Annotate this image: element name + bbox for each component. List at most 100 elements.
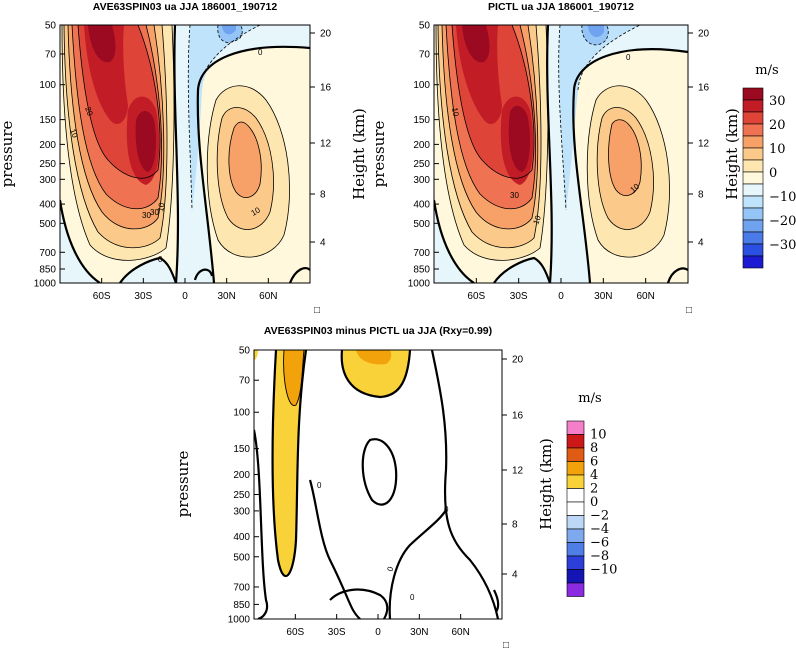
contour-label: 0 [258, 48, 263, 57]
x-tick-label: 60S [286, 627, 304, 638]
colorbar-swatch [742, 231, 764, 245]
height-tick-label: 16 [698, 83, 710, 94]
corner-mark: □ [503, 640, 509, 649]
y-tick-label: 1000 [228, 615, 251, 626]
y-tick-label: 70 [45, 49, 57, 60]
colorbar-swatch [742, 159, 764, 173]
colorbar-top-units: m/s [755, 63, 778, 78]
colorbar-swatch [566, 569, 585, 584]
height-tick-label: 4 [698, 238, 704, 249]
x-tick-label: 0 [558, 291, 564, 302]
colorbar-label: 6 [590, 455, 598, 470]
colorbar-swatch [566, 447, 585, 462]
colorbar-label: −6 [590, 536, 609, 551]
contour-label: 0 [385, 565, 395, 573]
colorbar-label: 10 [769, 142, 786, 157]
colorbar-label: −4 [590, 522, 609, 537]
height-tick-label: 8 [512, 520, 518, 531]
colorbar-label: −2 [590, 509, 609, 524]
panel-a-ylabel: pressure [0, 121, 16, 188]
x-tick-label: 30S [328, 627, 346, 638]
colorbar-label: 0 [769, 166, 777, 181]
colorbar-bottom-units: m/s [578, 391, 601, 406]
x-tick-label: 30N [410, 627, 428, 638]
y-tick-label: 150 [233, 444, 250, 455]
y-tick-label: 200 [413, 140, 430, 151]
colorbar-swatch [566, 474, 585, 489]
y-tick-label: 850 [39, 265, 56, 276]
x-tick-label: 0 [182, 291, 188, 302]
y-tick-label: 300 [413, 175, 430, 186]
x-tick-label: 60S [467, 291, 485, 302]
y-tick-label: 700 [39, 248, 56, 259]
y-tick-label: 400 [39, 200, 56, 211]
height-tick-label: 12 [320, 139, 332, 150]
contour-label: 10 [531, 214, 543, 226]
colorbar-label: 4 [590, 468, 598, 483]
colorbar-swatch [566, 434, 585, 449]
colorbar-label: −10 [769, 190, 796, 205]
panel-b-title: PICTL ua JJA 186001_190712 [488, 1, 634, 13]
x-tick-label: 60S [93, 291, 111, 302]
height-tick-label: 20 [320, 29, 332, 40]
colorbar-label: 30 [769, 94, 786, 109]
y-tick-label: 200 [39, 140, 56, 151]
colorbar-swatch [742, 219, 764, 233]
contour-label: 0 [158, 255, 163, 264]
y-tick-label: 500 [413, 219, 430, 230]
x-tick-label: 30S [134, 291, 152, 302]
y-tick-label: 400 [233, 532, 250, 543]
contour-label: 10 [156, 201, 167, 212]
y-tick-label: 50 [239, 346, 251, 357]
y-tick-label: 100 [413, 80, 430, 91]
colorbar-swatch [742, 87, 764, 101]
height-tick-label: 16 [320, 83, 332, 94]
y-tick-label: 250 [413, 159, 430, 170]
panel-c-ylabel-right: Height (km) [537, 438, 555, 530]
y-tick-label: 300 [39, 175, 56, 186]
contour-label: 0 [444, 505, 449, 514]
colorbar-label: −10 [590, 563, 617, 578]
x-tick-label: 60N [451, 627, 469, 638]
y-tick-label: 500 [39, 219, 56, 230]
contour-label: 0 [410, 593, 415, 602]
colorbar-swatch [742, 243, 764, 257]
y-tick-label: 700 [233, 582, 250, 593]
y-tick-label: 150 [39, 115, 56, 126]
colorbar-swatch [742, 255, 764, 269]
contour-label: 10 [450, 107, 461, 118]
colorbar-swatch [742, 135, 764, 149]
contour-label: 0 [626, 53, 631, 62]
panel-c-title: AVE63SPIN03 minus PICTL ua JJA (Rxy=0.99… [264, 325, 492, 337]
x-tick-label: 60N [259, 291, 277, 302]
colorbar-label: 20 [769, 118, 786, 133]
y-tick-label: 200 [233, 470, 250, 481]
height-tick-label: 16 [512, 411, 524, 422]
y-tick-label: 150 [413, 115, 430, 126]
panel-b: PICTL ua JJA 186001_190712 [370, 1, 741, 316]
x-tick-label: 0 [375, 627, 381, 638]
y-tick-label: 400 [413, 200, 430, 211]
y-tick-label: 700 [413, 248, 430, 259]
y-tick-label: 50 [45, 21, 57, 32]
y-tick-label: 100 [233, 408, 250, 419]
panel-b-field: 10 30 10 10 0 [434, 25, 688, 283]
contour-label: 10 [68, 128, 80, 140]
x-tick-label: 60N [636, 291, 654, 302]
colorbar-swatch [742, 207, 764, 221]
height-tick-label: 12 [698, 139, 710, 150]
y-tick-label: 1000 [408, 279, 431, 290]
panel-c: AVE63SPIN03 minus PICTL ua JJA (Rxy=0.99… [174, 325, 555, 649]
panel-c-field: 0 0 0 0 0 [254, 350, 502, 619]
y-tick-label: 70 [239, 376, 251, 387]
colorbar-swatch [566, 420, 585, 435]
colorbar-swatch [742, 123, 764, 137]
height-tick-label: 4 [512, 570, 518, 581]
corner-mark: □ [314, 305, 320, 316]
colorbar-label: 2 [590, 482, 598, 497]
y-tick-label: 250 [233, 490, 250, 501]
x-tick-label: 30S [510, 291, 528, 302]
panel-a-ylabel-right: Height (km) [350, 108, 368, 200]
y-tick-label: 70 [419, 49, 431, 60]
